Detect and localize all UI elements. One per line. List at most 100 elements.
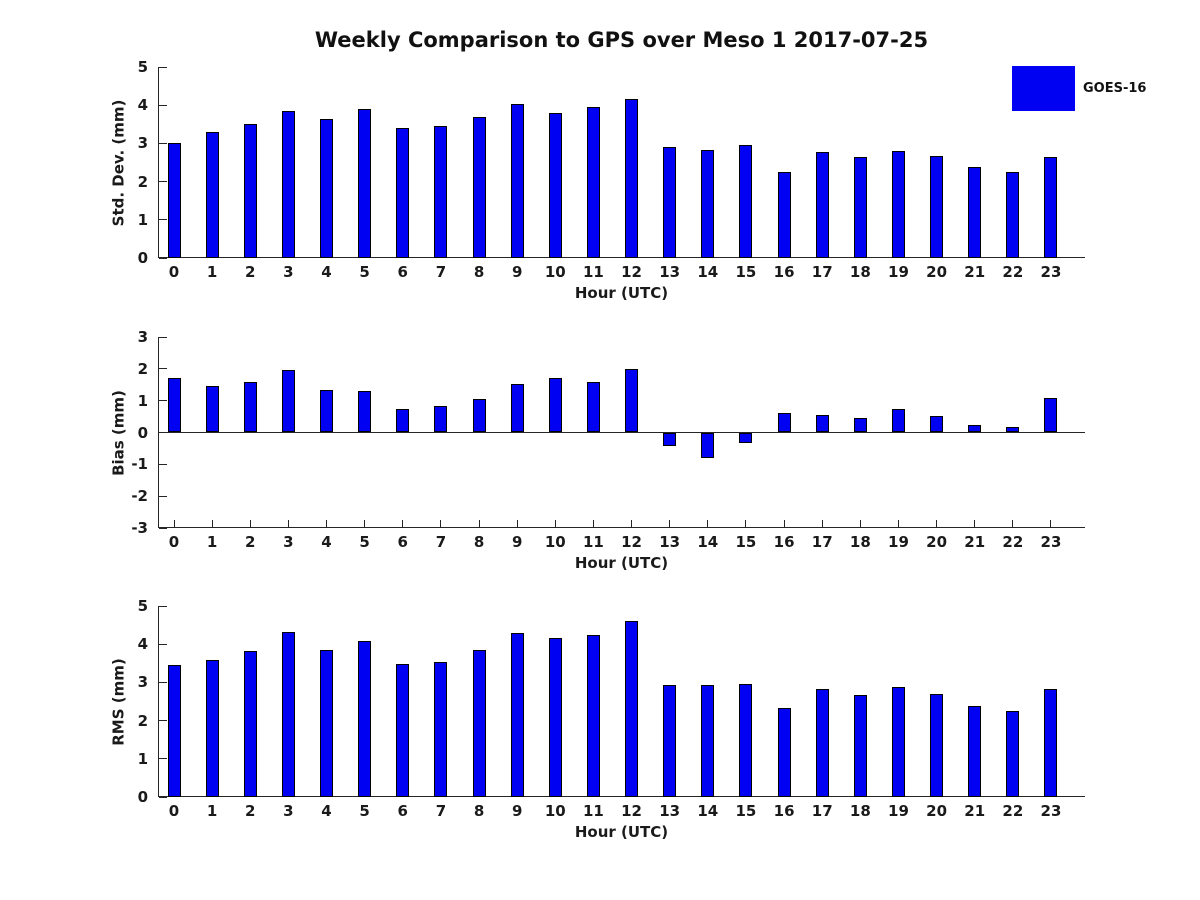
bar-hour-15 xyxy=(739,144,753,258)
x-tick-label: 21 xyxy=(964,802,986,820)
x-tick-label: 13 xyxy=(659,263,681,281)
plot-area xyxy=(158,67,1085,258)
x-tick-mark xyxy=(173,520,175,528)
bar-hour-15 xyxy=(739,684,753,797)
x-tick-label: 12 xyxy=(621,802,642,820)
x-tick-label: 9 xyxy=(511,802,523,820)
bar-hour-1 xyxy=(205,660,219,797)
y-tick-label: 0 xyxy=(137,788,148,806)
x-tick-label: 17 xyxy=(811,533,833,551)
x-tick-label: 23 xyxy=(1040,802,1062,820)
x-tick-mark xyxy=(249,520,251,528)
x-tick-label: 15 xyxy=(735,802,757,820)
x-tick-label: 14 xyxy=(697,263,719,281)
x-tick-mark xyxy=(936,520,938,528)
bar-hour-20 xyxy=(930,156,944,258)
bar-hour-22 xyxy=(1006,171,1020,258)
bar-hour-2 xyxy=(243,124,257,258)
bar-hour-18 xyxy=(853,418,867,433)
y-tick-mark xyxy=(159,219,167,221)
y-tick-label: -2 xyxy=(131,487,148,506)
x-tick-label: 21 xyxy=(964,533,986,551)
x-tick-label: 18 xyxy=(849,533,871,551)
bar-hour-12 xyxy=(625,621,639,797)
x-tick-label: 22 xyxy=(1002,533,1024,551)
x-tick-label: 23 xyxy=(1040,263,1062,281)
y-tick-label: 3 xyxy=(137,134,148,153)
y-tick-mark xyxy=(159,142,167,144)
x-axis-label: Hour (UTC) xyxy=(574,823,669,841)
bar-hour-10 xyxy=(548,377,562,433)
x-tick-label: 23 xyxy=(1040,533,1062,551)
x-tick-label: 10 xyxy=(544,533,566,551)
legend: GOES-16 xyxy=(1012,66,1146,111)
bar-hour-3 xyxy=(281,369,295,433)
bar-hour-4 xyxy=(320,390,334,433)
bar-hour-16 xyxy=(777,172,791,258)
x-tick-mark xyxy=(478,520,480,528)
x-tick-label: 22 xyxy=(1002,802,1024,820)
x-tick-label: 0 xyxy=(168,802,180,820)
x-tick-label: 22 xyxy=(1002,263,1024,281)
x-tick-label: 16 xyxy=(773,533,795,551)
bar-hour-9 xyxy=(510,383,524,433)
x-tick-label: 18 xyxy=(849,263,871,281)
bar-hour-10 xyxy=(548,112,562,258)
x-tick-label: 8 xyxy=(473,533,485,551)
y-tick-mark xyxy=(159,181,167,183)
y-tick-mark xyxy=(159,257,167,259)
x-tick-mark xyxy=(669,520,671,528)
x-tick-label: 21 xyxy=(964,263,986,281)
bar-hour-23 xyxy=(1044,688,1058,797)
bar-hour-9 xyxy=(510,633,524,797)
x-tick-mark xyxy=(516,520,518,528)
x-tick-mark xyxy=(211,520,213,528)
x-tick-label: 3 xyxy=(283,263,294,281)
x-tick-label: 10 xyxy=(544,263,566,281)
bar-hour-13 xyxy=(663,685,677,797)
bar-hour-21 xyxy=(968,706,982,797)
x-tick-label: 7 xyxy=(435,802,447,820)
y-tick-label: 5 xyxy=(137,58,148,76)
x-tick-mark xyxy=(859,520,861,528)
y-tick-mark xyxy=(159,758,167,760)
bar-hour-7 xyxy=(434,406,448,433)
x-tick-label: 7 xyxy=(435,263,447,281)
x-tick-mark xyxy=(974,520,976,528)
bar-hour-23 xyxy=(1044,156,1058,258)
y-tick-label: 3 xyxy=(137,328,148,346)
bar-hour-19 xyxy=(891,687,905,797)
bar-hour-16 xyxy=(777,413,791,433)
x-tick-mark xyxy=(440,520,442,528)
bar-hour-20 xyxy=(930,694,944,797)
bar-hour-1 xyxy=(205,131,219,258)
y-tick-label: 5 xyxy=(137,597,148,615)
x-tick-mark xyxy=(821,520,823,528)
x-tick-mark xyxy=(364,520,366,528)
bar-hour-3 xyxy=(281,110,295,258)
plot-area xyxy=(158,606,1085,797)
bar-hour-8 xyxy=(472,650,486,797)
x-tick-label: 1 xyxy=(206,263,218,281)
bar-hour-3 xyxy=(281,631,295,797)
x-tick-label: 0 xyxy=(168,263,180,281)
x-tick-label: 11 xyxy=(582,263,604,281)
bar-hour-6 xyxy=(396,664,410,797)
y-tick-mark xyxy=(159,495,167,497)
x-tick-label: 6 xyxy=(397,263,408,281)
bar-hour-13 xyxy=(663,432,677,446)
x-tick-label: 4 xyxy=(321,802,332,820)
x-tick-label: 14 xyxy=(697,802,719,820)
x-tick-label: 3 xyxy=(283,802,294,820)
x-tick-label: 5 xyxy=(359,533,370,551)
bar-hour-18 xyxy=(853,695,867,797)
figure-title: Weekly Comparison to GPS over Meso 1 201… xyxy=(314,28,929,52)
x-tick-label: 13 xyxy=(659,802,681,820)
x-tick-label: 12 xyxy=(621,533,642,551)
x-tick-label: 2 xyxy=(245,263,256,281)
bar-hour-11 xyxy=(586,381,600,433)
x-tick-label: 14 xyxy=(697,533,719,551)
bar-hour-10 xyxy=(548,638,562,797)
bar-hour-19 xyxy=(891,151,905,258)
x-tick-mark xyxy=(707,520,709,528)
